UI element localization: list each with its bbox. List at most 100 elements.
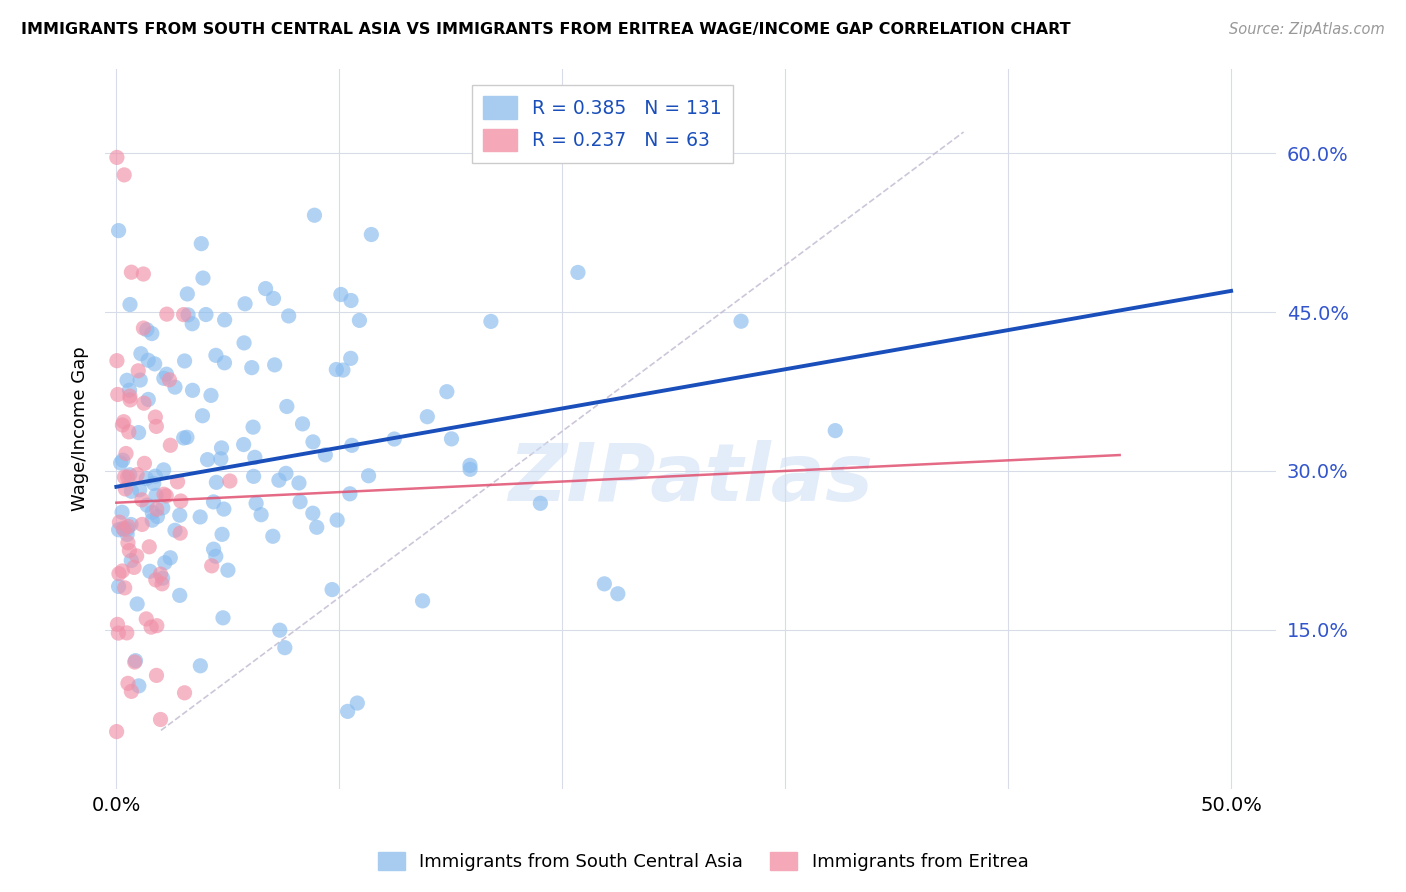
- Point: [141, 326, 163, 341]
- Point: [152, 571, 174, 585]
- Point: [262, 529, 284, 543]
- Point: [136, 353, 159, 368]
- Point: [115, 373, 138, 387]
- Point: [440, 432, 463, 446]
- Point: [194, 308, 217, 322]
- Point: [134, 456, 156, 470]
- Point: [416, 409, 439, 424]
- Point: [152, 463, 174, 477]
- Point: [149, 713, 172, 727]
- Point: [112, 522, 135, 536]
- Point: [132, 321, 155, 335]
- Point: [267, 473, 290, 487]
- Point: [340, 293, 363, 308]
- Point: [120, 517, 142, 532]
- Point: [111, 564, 134, 578]
- Point: [110, 456, 132, 470]
- Point: [412, 594, 434, 608]
- Point: [276, 400, 298, 414]
- Point: [202, 542, 225, 557]
- Point: [166, 475, 188, 489]
- Point: [274, 640, 297, 655]
- Point: [176, 430, 198, 444]
- Point: [188, 658, 211, 673]
- Point: [288, 475, 311, 490]
- Point: [176, 287, 198, 301]
- Point: [141, 513, 163, 527]
- Point: [190, 236, 212, 251]
- Point: [188, 510, 211, 524]
- Point: [127, 364, 149, 378]
- Point: [145, 573, 167, 587]
- Point: [730, 314, 752, 328]
- Point: [145, 668, 167, 682]
- Text: ZIPatlas: ZIPatlas: [508, 440, 873, 518]
- Point: [112, 470, 135, 484]
- Point: [128, 679, 150, 693]
- Point: [107, 579, 129, 593]
- Point: [107, 224, 129, 238]
- Point: [136, 498, 159, 512]
- Point: [173, 686, 195, 700]
- Point: [170, 494, 193, 508]
- Point: [340, 438, 363, 452]
- Point: [218, 474, 240, 488]
- Legend: R = 0.385   N = 131, R = 0.237   N = 63: R = 0.385 N = 131, R = 0.237 N = 63: [471, 85, 733, 162]
- Point: [120, 553, 142, 567]
- Point: [243, 450, 266, 465]
- Point: [105, 150, 128, 164]
- Point: [217, 563, 239, 577]
- Point: [117, 522, 139, 536]
- Point: [181, 317, 204, 331]
- Point: [111, 505, 134, 519]
- Point: [159, 373, 181, 387]
- Text: IMMIGRANTS FROM SOUTH CENTRAL ASIA VS IMMIGRANTS FROM ERITREA WAGE/INCOME GAP CO: IMMIGRANTS FROM SOUTH CENTRAL ASIA VS IM…: [21, 22, 1071, 37]
- Point: [105, 353, 128, 368]
- Point: [115, 527, 138, 541]
- Point: [169, 508, 191, 523]
- Point: [125, 549, 148, 563]
- Point: [163, 523, 186, 537]
- Point: [191, 271, 214, 285]
- Point: [360, 227, 382, 242]
- Point: [336, 705, 359, 719]
- Point: [159, 438, 181, 452]
- Point: [129, 373, 152, 387]
- Point: [142, 476, 165, 491]
- Point: [191, 409, 214, 423]
- Point: [139, 564, 162, 578]
- Point: [291, 417, 314, 431]
- Point: [107, 617, 129, 632]
- Point: [288, 494, 311, 508]
- Point: [122, 560, 145, 574]
- Point: [117, 519, 139, 533]
- Point: [146, 618, 169, 632]
- Point: [181, 384, 204, 398]
- Point: [135, 323, 157, 337]
- Point: [242, 469, 264, 483]
- Point: [304, 208, 326, 222]
- Point: [163, 380, 186, 394]
- Point: [214, 356, 236, 370]
- Point: [321, 582, 343, 597]
- Point: [124, 654, 146, 668]
- Point: [169, 526, 191, 541]
- Point: [132, 267, 155, 281]
- Text: Source: ZipAtlas.com: Source: ZipAtlas.com: [1229, 22, 1385, 37]
- Point: [108, 515, 131, 529]
- Point: [200, 388, 222, 402]
- Point: [169, 588, 191, 602]
- Point: [357, 468, 380, 483]
- Point: [114, 581, 136, 595]
- Point: [128, 483, 150, 497]
- Point: [143, 469, 166, 483]
- Point: [339, 351, 361, 366]
- Point: [114, 482, 136, 496]
- Point: [305, 520, 328, 534]
- Point: [159, 550, 181, 565]
- Point: [152, 500, 174, 515]
- Point: [824, 424, 846, 438]
- Point: [127, 597, 149, 611]
- Point: [233, 335, 256, 350]
- Point: [143, 410, 166, 425]
